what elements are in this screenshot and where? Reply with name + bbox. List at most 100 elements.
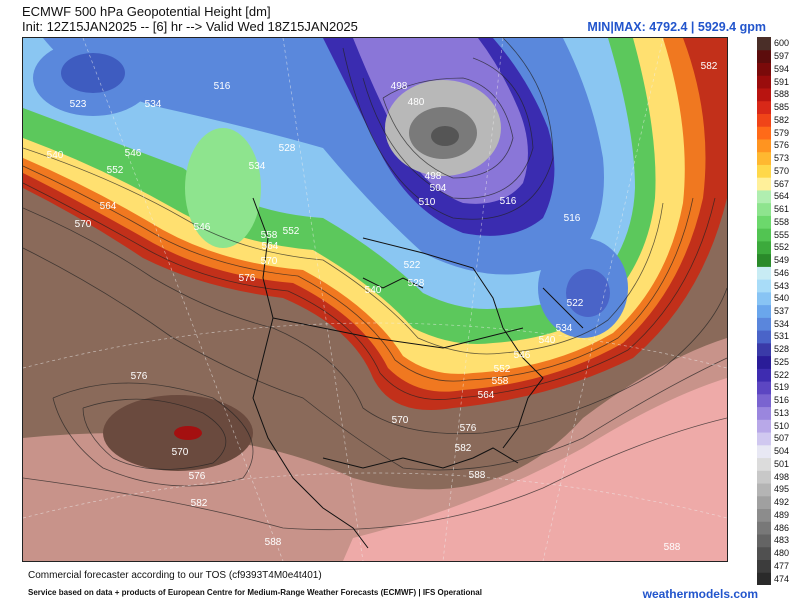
contour-label: 523 (70, 99, 87, 110)
colorbar-level-label: 594 (774, 63, 790, 74)
contour-label: 588 (664, 542, 681, 553)
colorbar-level-label: 522 (774, 369, 790, 380)
contour-label: 552 (283, 226, 300, 237)
colorbar-level-label: 573 (774, 153, 790, 164)
colorbar-level-label: 474 (774, 573, 790, 584)
colorbar-swatch (757, 126, 771, 140)
contour-label: 564 (100, 201, 117, 212)
contour-label: 576 (460, 423, 477, 434)
colorbar-level-label: 582 (774, 114, 790, 125)
colorbar-swatch (757, 393, 771, 408)
colorbar-level-label: 489 (774, 509, 790, 520)
colorbar-level-label: 507 (774, 433, 790, 444)
contour-label: 570 (172, 447, 189, 458)
colorbar-level-label: 525 (774, 356, 790, 367)
contour-label: 534 (249, 161, 266, 172)
colorbar-level-label: 588 (774, 89, 790, 100)
contour-label: 576 (131, 371, 148, 382)
colorbar-swatch (757, 419, 771, 433)
colorbar-swatch (757, 368, 771, 382)
colorbar-swatch (757, 470, 771, 484)
contour-label: 588 (469, 470, 486, 481)
contour-label: 570 (392, 415, 409, 426)
contour-label: 498 (425, 171, 442, 182)
contour-label: 534 (145, 99, 162, 110)
colorbar-level-label: 510 (774, 420, 790, 431)
contour-label: 570 (75, 219, 92, 230)
colorbar-swatch (757, 457, 771, 471)
colorbar-level-label: 501 (774, 458, 790, 469)
colorbar-swatch (757, 266, 771, 280)
contour-label: 552 (107, 165, 124, 176)
colorbar-swatch (757, 559, 771, 573)
contour-label: 588 (265, 537, 282, 548)
colorbar-level-label: 537 (774, 306, 790, 316)
colorbar-swatch (757, 381, 771, 395)
colorbar-level-label: 516 (774, 395, 790, 406)
contour-label: 516 (214, 81, 231, 92)
colorbar-level-label: 483 (774, 535, 790, 546)
colorbar-level-label: 552 (774, 242, 790, 253)
contour-lines (23, 38, 727, 531)
colorbar-swatch (757, 572, 771, 585)
contour-label: 540 (365, 285, 382, 296)
contour-label: 552 (494, 364, 511, 375)
colorbar-swatch (757, 87, 771, 102)
colorbar-level-label: 477 (774, 560, 790, 571)
colorbar-swatch (757, 432, 771, 446)
colorbar-level-label: 570 (774, 165, 790, 176)
graticule (23, 38, 727, 561)
contour-label: 522 (567, 298, 584, 309)
colorbar-swatch (757, 279, 771, 293)
colorbar-swatch (757, 202, 771, 216)
colorbar-swatch (757, 304, 771, 318)
contour-label: 498 (391, 81, 408, 92)
field-subtropical-core (343, 378, 727, 561)
colorbar-level-label: 540 (774, 293, 790, 304)
contour-label: 564 (478, 390, 495, 401)
field-pacific-low-core (61, 53, 125, 93)
colorbar-level-label: 585 (774, 102, 790, 113)
colorbar-swatch (757, 164, 771, 178)
height-map[interactable]: 582 523 534 516 498 480 546 540 552 534 528 498 504 5… (22, 37, 728, 562)
colorbar-swatch (757, 534, 771, 548)
colorbar-swatch (757, 138, 771, 153)
colorbar-swatch (757, 37, 771, 51)
colorbar-swatch (757, 151, 771, 165)
contour-label: 582 (191, 498, 208, 509)
colorbar-level-label: 579 (774, 127, 790, 138)
colorbar-swatch (757, 240, 771, 255)
contour-label: 546 (514, 350, 531, 361)
colorbar-swatch (757, 406, 771, 420)
field-eastern-low-core (566, 269, 610, 317)
colorbar-swatch (757, 189, 771, 204)
colorbar-labels: 474 477 480 483 486 489 492 495 498 501 504 507 510 5… (774, 37, 800, 585)
colorbar-level-label: 558 (774, 216, 790, 227)
colorbar-level-label: 576 (774, 140, 790, 151)
contour-label: 540 (539, 335, 556, 346)
contour-label: 528 (408, 278, 425, 289)
colorbar-swatch (757, 253, 771, 267)
contour-label: 576 (189, 471, 206, 482)
colorbar (757, 37, 771, 585)
colorbar-swatch (757, 228, 771, 242)
contour-label: 564 (262, 241, 279, 252)
colorbar-level-label: 546 (774, 267, 790, 278)
colorbar-swatch (757, 546, 771, 561)
colorbar-swatch (757, 177, 771, 191)
colorbar-swatch (757, 291, 771, 306)
colorbar-level-label: 591 (774, 76, 790, 87)
colorbar-level-label: 495 (774, 484, 790, 495)
site-link[interactable]: weathermodels.com (642, 587, 758, 601)
field-sw-cutoff-core (174, 426, 202, 440)
contour-label: 510 (419, 197, 436, 208)
contour-label: 582 (455, 443, 472, 454)
colorbar-swatch (757, 62, 771, 76)
contour-label: 570 (261, 256, 278, 267)
contour-label: 504 (430, 183, 447, 194)
contour-label: 558 (261, 230, 278, 241)
colorbar-swatch (757, 342, 771, 357)
contour-label: 528 (279, 143, 296, 154)
min-max-readout: MIN|MAX: 4792.4 | 5929.4 gpm (587, 20, 766, 34)
